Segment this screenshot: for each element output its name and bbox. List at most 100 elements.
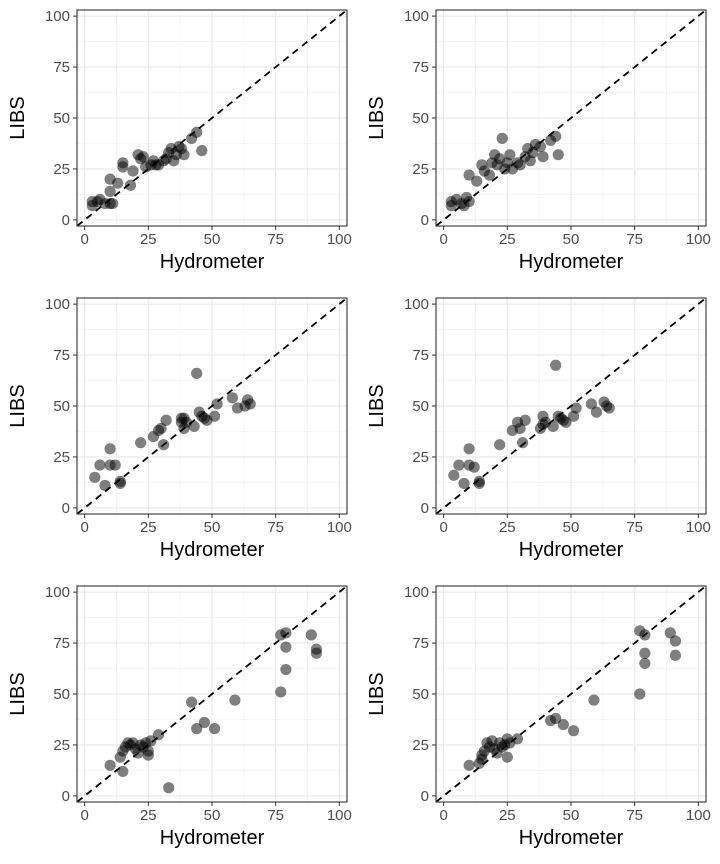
y-tick-label: 0 bbox=[421, 212, 429, 229]
data-point bbox=[550, 712, 562, 725]
data-point bbox=[280, 641, 292, 653]
y-tick-label: 100 bbox=[404, 296, 429, 313]
x-tick-label: 100 bbox=[686, 231, 711, 248]
y-axis-title: LIBS bbox=[366, 672, 388, 715]
data-point bbox=[178, 149, 190, 161]
data-point bbox=[160, 414, 172, 426]
x-tick-label: 25 bbox=[499, 807, 516, 824]
data-point bbox=[603, 402, 615, 414]
x-tick-label: 50 bbox=[204, 519, 221, 536]
data-point bbox=[552, 149, 564, 161]
data-point bbox=[557, 718, 569, 731]
x-tick-label: 75 bbox=[267, 231, 284, 248]
data-point bbox=[89, 471, 101, 483]
data-point bbox=[114, 477, 126, 490]
x-tick-label: 100 bbox=[327, 807, 352, 824]
data-point bbox=[196, 145, 208, 157]
panel-4: 0 25 50 75 100 0 25 50 75 100 Hydrometer LIBS bbox=[366, 296, 711, 561]
data-point bbox=[137, 151, 149, 163]
identity-reference-line bbox=[436, 586, 706, 802]
data-point bbox=[142, 745, 154, 757]
data-point bbox=[124, 179, 137, 191]
data-point bbox=[585, 398, 597, 410]
data-point bbox=[226, 392, 238, 404]
data-point bbox=[517, 437, 529, 449]
y-tick-label: 100 bbox=[404, 584, 429, 601]
data-point bbox=[275, 686, 287, 698]
x-tick-label: 50 bbox=[204, 807, 221, 824]
x-tick-label: 0 bbox=[439, 807, 447, 824]
data-point bbox=[191, 126, 203, 138]
data-points bbox=[86, 126, 208, 212]
y-axis-title: LIBS bbox=[366, 384, 388, 427]
x-tick-label: 100 bbox=[686, 519, 711, 536]
data-points bbox=[463, 625, 682, 771]
y-tick-label: 50 bbox=[53, 398, 70, 415]
y-tick-label: 50 bbox=[53, 686, 70, 703]
data-point bbox=[514, 159, 526, 171]
data-point bbox=[112, 177, 124, 189]
panel-6: 0 25 50 75 100 0 25 50 75 100 Hydrometer LIBS bbox=[366, 584, 711, 849]
x-axis-title: Hydrometer bbox=[160, 827, 265, 849]
x-tick-label: 75 bbox=[626, 807, 643, 824]
data-point bbox=[463, 759, 475, 771]
y-tick-label: 100 bbox=[45, 296, 70, 313]
y-tick-label: 0 bbox=[62, 788, 70, 805]
data-point bbox=[145, 735, 157, 747]
y-tick-label: 75 bbox=[412, 635, 429, 652]
x-tick-label: 50 bbox=[563, 807, 580, 824]
y-tick-label: 25 bbox=[412, 449, 429, 466]
data-point bbox=[534, 140, 547, 153]
data-point bbox=[494, 439, 506, 451]
x-axis-title: Hydrometer bbox=[160, 251, 265, 273]
data-point bbox=[547, 420, 559, 432]
x-tick-label: 0 bbox=[80, 807, 88, 824]
x-tick-label: 100 bbox=[686, 807, 711, 824]
x-tick-label: 25 bbox=[499, 519, 516, 536]
data-point bbox=[570, 402, 582, 414]
x-tick-label: 0 bbox=[439, 231, 447, 248]
y-tick-label: 25 bbox=[53, 161, 70, 178]
data-point bbox=[463, 169, 475, 181]
x-tick-label: 75 bbox=[626, 519, 643, 536]
data-point bbox=[473, 477, 485, 490]
data-point bbox=[152, 729, 165, 741]
data-points bbox=[448, 359, 615, 490]
data-point bbox=[511, 733, 524, 745]
data-point bbox=[109, 459, 121, 471]
data-point bbox=[664, 627, 676, 639]
x-tick-label: 25 bbox=[140, 807, 157, 824]
data-point bbox=[514, 422, 526, 435]
data-point bbox=[188, 420, 200, 432]
y-tick-label: 25 bbox=[53, 737, 70, 754]
x-axis-title: Hydrometer bbox=[519, 251, 624, 273]
panel-5: 0 25 50 75 100 0 25 50 75 100 Hydrometer LIBS bbox=[7, 584, 352, 849]
y-tick-label: 75 bbox=[412, 347, 429, 364]
data-point bbox=[211, 398, 223, 410]
data-point bbox=[669, 649, 682, 661]
y-tick-label: 75 bbox=[53, 635, 70, 652]
y-axis-title: LIBS bbox=[366, 96, 388, 139]
identity-reference-line bbox=[77, 10, 347, 226]
y-tick-label: 75 bbox=[412, 59, 429, 76]
data-point bbox=[191, 367, 203, 379]
identity-reference-line bbox=[77, 586, 347, 802]
data-point bbox=[158, 439, 170, 451]
y-tick-label: 0 bbox=[62, 500, 70, 517]
x-axis-title: Hydrometer bbox=[519, 827, 624, 849]
data-point bbox=[305, 629, 317, 641]
data-point bbox=[117, 157, 129, 169]
y-tick-label: 50 bbox=[412, 398, 429, 415]
data-point bbox=[208, 723, 221, 735]
data-point bbox=[669, 635, 682, 647]
data-point bbox=[191, 723, 203, 735]
data-point bbox=[471, 175, 483, 187]
data-point bbox=[280, 663, 292, 676]
data-point bbox=[639, 657, 651, 670]
data-point bbox=[99, 479, 111, 492]
data-point bbox=[448, 469, 460, 481]
data-point bbox=[504, 149, 516, 161]
y-tick-label: 25 bbox=[412, 161, 429, 178]
data-point bbox=[244, 398, 256, 410]
y-tick-label: 100 bbox=[45, 584, 70, 601]
